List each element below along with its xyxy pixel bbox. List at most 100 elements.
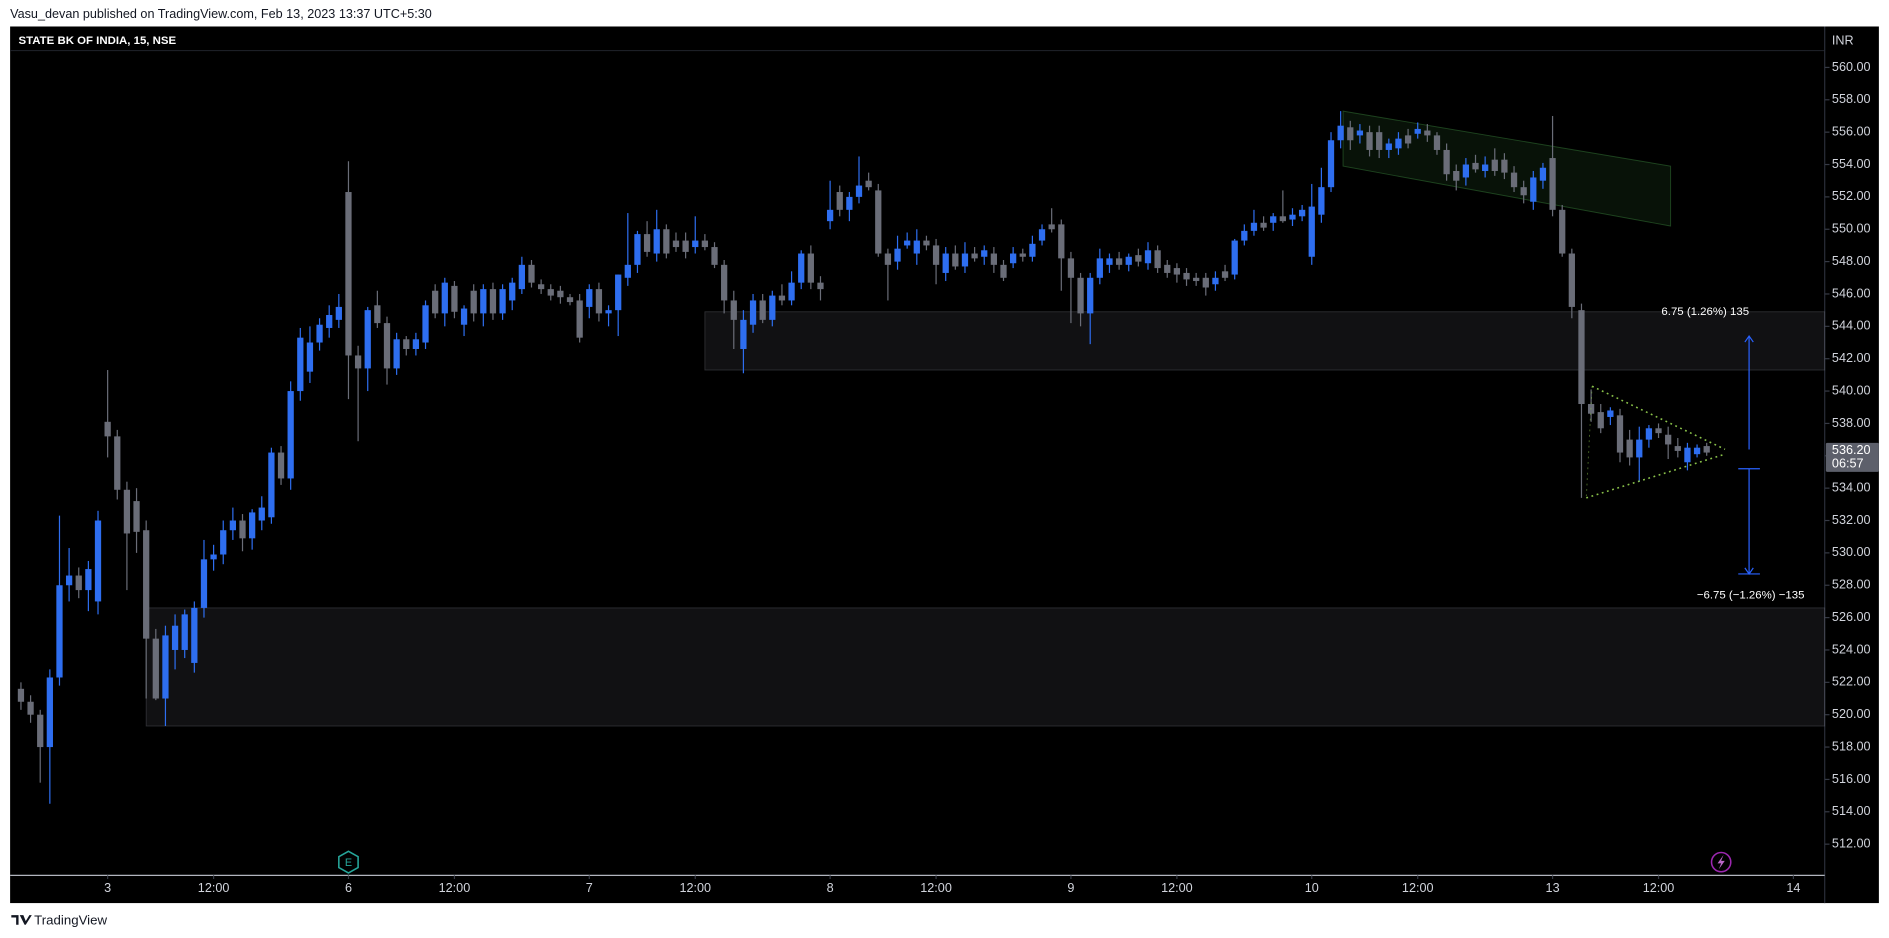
y-tick-label: 516.00 xyxy=(1832,772,1871,786)
candle-body xyxy=(778,295,786,301)
candle-body xyxy=(807,253,814,283)
candle-body xyxy=(277,452,285,479)
candle-body xyxy=(749,300,757,325)
candle-body xyxy=(1308,206,1315,257)
candle-body xyxy=(865,180,872,188)
candle-body xyxy=(1067,258,1075,278)
candle-body xyxy=(114,436,121,490)
candle-body xyxy=(663,229,670,254)
candle-body xyxy=(615,274,622,311)
candle-body xyxy=(441,282,448,314)
y-tick-label: 538.00 xyxy=(1832,416,1871,430)
candle-body xyxy=(220,530,227,555)
candle-body xyxy=(1501,159,1508,173)
candle-body xyxy=(1038,229,1046,241)
candle-body xyxy=(143,530,150,639)
candle-body xyxy=(374,305,381,324)
x-tick-label: 6 xyxy=(345,881,352,895)
y-tick-label: 514.00 xyxy=(1832,804,1871,818)
candle-body xyxy=(586,289,593,307)
candle-body xyxy=(1568,253,1575,307)
y-tick-label: 554.00 xyxy=(1832,157,1871,171)
candle-body xyxy=(85,569,92,591)
candle-body xyxy=(1212,277,1219,285)
candle-body xyxy=(769,295,776,320)
candle-body xyxy=(566,297,574,303)
candle-body xyxy=(1433,135,1441,150)
candle-body xyxy=(1058,224,1065,259)
candle-body xyxy=(451,285,458,312)
candle-body xyxy=(56,585,63,678)
price-zone xyxy=(145,607,1826,727)
measure-up-label: 6.75 (1.26%) 135 xyxy=(1661,306,1749,318)
candle-body xyxy=(1616,415,1624,453)
candle-body xyxy=(740,319,747,349)
candle-body xyxy=(923,240,930,246)
candle-body xyxy=(1684,447,1691,463)
candle-body xyxy=(1279,216,1286,222)
y-tick-label: 542.00 xyxy=(1832,351,1871,365)
x-tick-label: 12:00 xyxy=(439,881,471,895)
candle-body xyxy=(730,300,737,320)
y-tick-label: 524.00 xyxy=(1832,642,1871,656)
candle-body xyxy=(1539,167,1547,181)
footer-brand: TradingView xyxy=(34,913,107,928)
candle-body xyxy=(46,677,53,748)
candle-body xyxy=(1385,143,1392,150)
candle-body xyxy=(335,306,342,320)
earnings-icon[interactable]: E xyxy=(338,850,359,874)
y-tick-label: 520.00 xyxy=(1832,707,1871,721)
y-tick-label: 526.00 xyxy=(1832,610,1871,624)
candle-body xyxy=(316,324,323,343)
candle-body xyxy=(1530,177,1537,202)
candle-body xyxy=(287,391,294,479)
candle-body xyxy=(1164,264,1171,273)
candle-body xyxy=(1626,439,1633,458)
candle-body xyxy=(489,289,497,314)
candle-body xyxy=(682,240,689,252)
candle-body xyxy=(297,337,304,392)
candle-body xyxy=(518,264,525,290)
candle-body xyxy=(1674,446,1681,451)
dividend-icon-shape xyxy=(1710,851,1732,873)
countdown-label: 06:57 xyxy=(1832,456,1864,470)
candle-body xyxy=(971,253,978,259)
candle-body xyxy=(913,240,920,254)
candle-body xyxy=(1510,172,1518,188)
candle-body xyxy=(171,625,179,650)
candle-body xyxy=(692,240,699,248)
candle-body xyxy=(990,253,997,265)
y-tick-label: 546.00 xyxy=(1832,286,1871,300)
candle-body xyxy=(181,614,188,650)
candle-body xyxy=(104,421,111,437)
dividend-icon[interactable] xyxy=(1710,851,1732,873)
candle-body xyxy=(557,290,564,298)
x-tick-label: 8 xyxy=(827,881,834,895)
candle-body xyxy=(1597,412,1604,429)
y-tick-label: 534.00 xyxy=(1832,481,1871,495)
candle-body xyxy=(1173,268,1181,275)
candle-body xyxy=(75,575,82,591)
candle-body xyxy=(1327,140,1335,188)
candle-body xyxy=(836,192,843,210)
x-tick-label: 12:00 xyxy=(1161,881,1193,895)
candle-body xyxy=(422,305,429,343)
candle-body xyxy=(672,240,680,248)
candle-body xyxy=(345,192,352,356)
candle-body xyxy=(1048,224,1055,230)
candle-body xyxy=(798,253,805,283)
candle-body xyxy=(1549,158,1556,210)
candle-body xyxy=(643,234,651,252)
x-tick-label: 10 xyxy=(1305,881,1319,895)
candle-body xyxy=(528,264,535,283)
candle-body xyxy=(1270,216,1277,223)
last-price-box xyxy=(1825,442,1879,472)
measure-down-arrow xyxy=(1744,567,1754,575)
candle-body xyxy=(364,310,371,369)
candle-body xyxy=(537,284,545,290)
symbol-title: STATE BK OF INDIA, 15, NSE xyxy=(19,35,177,47)
x-tick-label: 12:00 xyxy=(1643,881,1675,895)
candle-body xyxy=(605,310,612,314)
footer-logo-mark xyxy=(11,915,32,925)
